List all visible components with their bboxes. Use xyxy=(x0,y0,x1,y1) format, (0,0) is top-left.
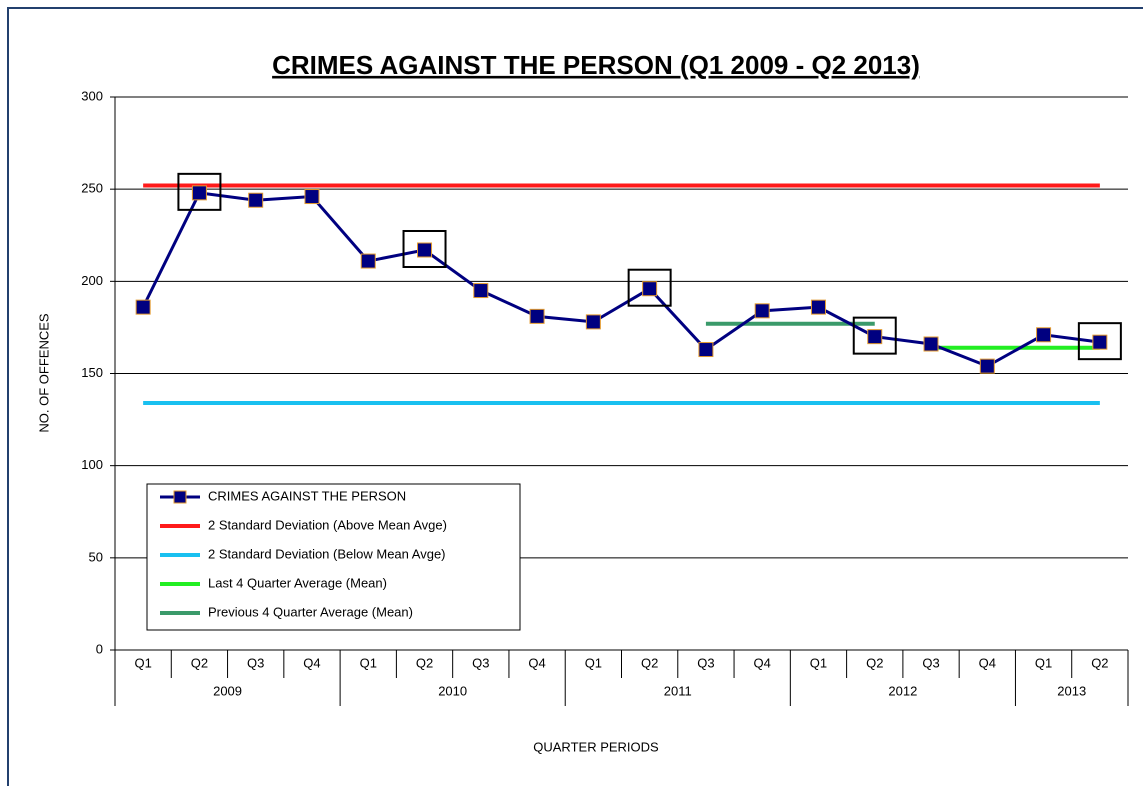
x-tick-label: Q1 xyxy=(585,655,602,670)
x-tick-label: Q3 xyxy=(922,655,939,670)
x-tick-label: Q1 xyxy=(134,655,151,670)
data-point xyxy=(979,358,995,374)
chart-title: CRIMES AGAINST THE PERSON (Q1 2009 - Q2 … xyxy=(272,50,920,80)
y-tick-label: 250 xyxy=(81,181,103,196)
data-point xyxy=(1036,327,1052,343)
x-tick-label: Q4 xyxy=(979,655,996,670)
highlight-box xyxy=(1077,322,1122,361)
data-point xyxy=(473,283,489,299)
x-group-label: 2009 xyxy=(213,683,242,698)
x-tick-label: Q1 xyxy=(360,655,377,670)
legend-marker xyxy=(173,490,187,504)
y-tick-label: 300 xyxy=(81,88,103,103)
legend-label: 2 Standard Deviation (Below Mean Avge) xyxy=(208,546,446,561)
x-tick-label: Q3 xyxy=(247,655,264,670)
data-point xyxy=(642,281,658,297)
x-tick-label: Q1 xyxy=(810,655,827,670)
y-tick-label: 0 xyxy=(96,641,103,656)
x-tick-label: Q4 xyxy=(754,655,771,670)
legend-label: Previous 4 Quarter Average (Mean) xyxy=(208,604,413,619)
data-point xyxy=(754,303,770,319)
data-point xyxy=(867,329,883,345)
frame xyxy=(7,7,1143,786)
x-tick-label: Q2 xyxy=(416,655,433,670)
data-point xyxy=(698,342,714,358)
x-tick-label: Q1 xyxy=(1035,655,1052,670)
x-tick-label: Q2 xyxy=(641,655,658,670)
series-line xyxy=(141,191,1101,368)
y-axis-label: NO. OF OFFENCES xyxy=(36,313,51,433)
x-tick-label: Q3 xyxy=(697,655,714,670)
x-group-label: 2010 xyxy=(438,683,467,698)
data-point xyxy=(529,308,545,324)
x-tick-label: Q4 xyxy=(303,655,320,670)
legend-label: CRIMES AGAINST THE PERSON xyxy=(208,488,406,503)
data-point xyxy=(810,299,826,315)
y-tick-label: 200 xyxy=(81,273,103,288)
data-point xyxy=(135,299,151,315)
legend-box xyxy=(146,483,521,631)
x-tick-label: Q2 xyxy=(1091,655,1108,670)
highlight-box xyxy=(402,229,447,268)
x-tick-label: Q2 xyxy=(866,655,883,670)
x-group-label: 2012 xyxy=(888,683,917,698)
y-tick-label: 50 xyxy=(89,549,103,564)
y-tick-label: 150 xyxy=(81,365,103,380)
data-point xyxy=(248,192,264,208)
x-group-label: 2011 xyxy=(664,683,692,698)
highlight-box xyxy=(177,172,222,211)
highlight-box xyxy=(852,316,897,355)
y-tick-label: 100 xyxy=(81,457,103,472)
data-point xyxy=(585,314,601,330)
data-point xyxy=(923,336,939,352)
x-tick-label: Q3 xyxy=(472,655,489,670)
data-point xyxy=(191,185,207,201)
data-point xyxy=(1092,334,1108,350)
legend-label: 2 Standard Deviation (Above Mean Avge) xyxy=(208,517,447,532)
x-tick-label: Q4 xyxy=(528,655,545,670)
highlight-box xyxy=(627,268,672,307)
x-axis-label: QUARTER PERIODS xyxy=(533,739,659,754)
x-tick-label: Q2 xyxy=(191,655,208,670)
data-point xyxy=(304,189,320,205)
x-group-label: 2013 xyxy=(1057,683,1086,698)
data-point xyxy=(360,253,376,269)
data-point xyxy=(417,242,433,258)
legend-label: Last 4 Quarter Average (Mean) xyxy=(208,575,387,590)
